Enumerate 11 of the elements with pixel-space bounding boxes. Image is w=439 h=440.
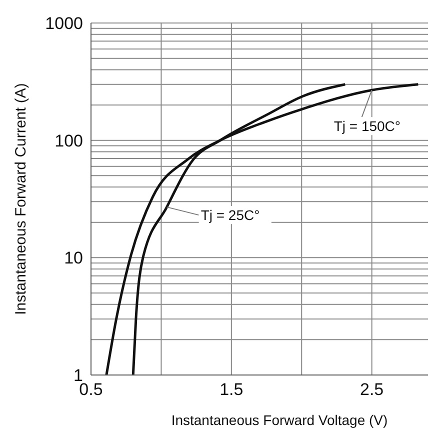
line-series bbox=[105, 83, 420, 375]
x-tick-label: 0.5 bbox=[79, 380, 103, 400]
x-tick-label: 2.5 bbox=[360, 380, 384, 400]
y-tick-label: 100 bbox=[54, 131, 83, 150]
text: Tj = 25C° bbox=[200, 207, 260, 224]
y-axis-title: Instantaneous Forward Current (A) bbox=[12, 83, 30, 315]
x-axis-title: Instantaneous Forward Voltage (V) bbox=[171, 412, 388, 428]
series-label: Tj = 150C° bbox=[334, 118, 401, 134]
y-tick-label: 10 bbox=[64, 248, 83, 268]
y-tick-label: 1000 bbox=[45, 14, 83, 34]
x-tick-label: 1.5 bbox=[220, 380, 244, 400]
